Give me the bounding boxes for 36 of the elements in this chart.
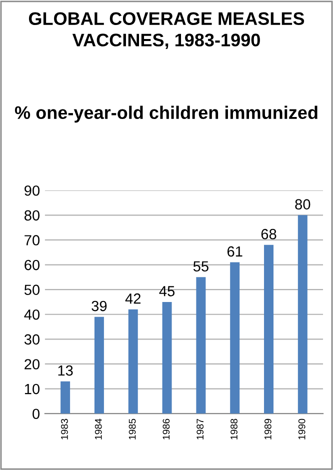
y-tick-label: 30 (24, 334, 40, 345)
x-tick-label: 1988 (230, 418, 238, 440)
data-label: 55 (193, 261, 208, 272)
y-tick-label: 70 (24, 235, 40, 246)
data-label: 42 (125, 293, 140, 304)
chart-subtitle: % one-year-old children immunized (14, 106, 318, 123)
y-tick-label: 50 (24, 284, 40, 295)
data-label: 61 (227, 246, 242, 257)
bar (264, 244, 274, 414)
bar (196, 277, 206, 414)
y-tick-label: 60 (24, 260, 40, 270)
data-label: 68 (261, 228, 276, 240)
x-tick-label: 1990 (298, 418, 306, 440)
data-label: 13 (58, 365, 73, 376)
data-label: 80 (295, 199, 310, 210)
x-tick-label: 1985 (128, 418, 136, 440)
bar (60, 381, 70, 414)
x-tick-label: 1987 (196, 418, 204, 440)
y-tick-label: 80 (24, 210, 40, 221)
bar (298, 215, 308, 414)
bar (128, 309, 138, 414)
x-tick-label: 1989 (264, 418, 272, 440)
bar (94, 316, 104, 414)
y-tick-label: 0 (32, 408, 40, 420)
y-tick-label: 40 (24, 309, 40, 320)
y-tick-label: 20 (24, 359, 40, 370)
y-tick-label: 10 (24, 384, 40, 394)
x-tick-label: 1983 (61, 418, 68, 440)
bar (230, 262, 240, 414)
data-label: 45 (159, 286, 175, 296)
bar (162, 302, 172, 414)
y-tick-label: 90 (24, 185, 40, 196)
chart-title: GLOBAL COVERAGE MEASLES VACCINES, 1983-1990 (28, 12, 304, 50)
x-tick-label: 1986 (162, 418, 170, 440)
x-tick-label: 1984 (94, 418, 102, 440)
data-label: 39 (92, 300, 107, 312)
